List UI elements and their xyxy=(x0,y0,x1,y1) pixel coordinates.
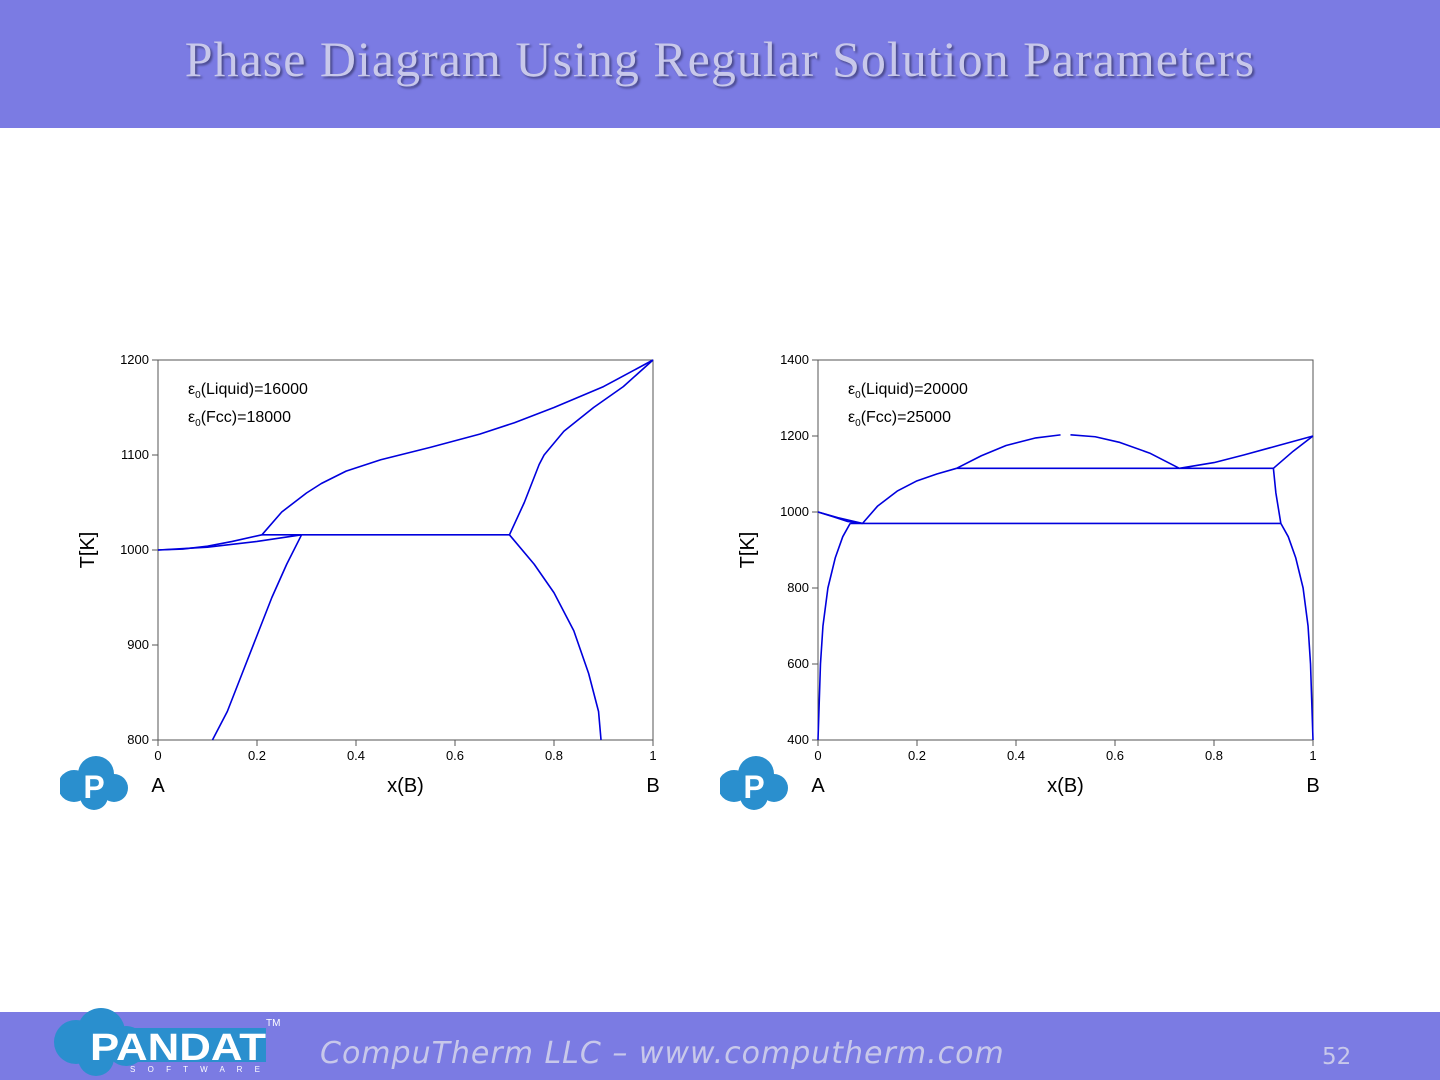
x-tick-label: 0.2 xyxy=(248,748,266,763)
endpoint-label-b: B xyxy=(1306,775,1319,797)
parameter-annotation: ε0(Liquid)=20000 xyxy=(848,381,968,401)
y-tick-label: 1400 xyxy=(780,352,809,367)
y-tick-label: 600 xyxy=(787,656,809,671)
icon-cloud-part xyxy=(740,782,768,810)
footer-text: CompuTherm LLC – www.computherm.com xyxy=(320,1036,1005,1071)
x-tick-label: 0.4 xyxy=(347,748,365,763)
y-tick-label: 1200 xyxy=(120,352,149,367)
phase-boundary-line xyxy=(817,523,851,741)
y-tick-label: 1000 xyxy=(780,504,809,519)
x-axis-label: x(B) xyxy=(387,775,424,797)
phase-boundary-line xyxy=(1280,523,1314,741)
x-axis-label: x(B) xyxy=(1047,775,1084,797)
phase-boundary-line xyxy=(1272,435,1314,469)
cloud-logo-icon xyxy=(54,1008,266,1076)
pandat-p-icon: P xyxy=(60,756,128,810)
x-tick-label: 0 xyxy=(154,748,161,763)
y-tick-label: 400 xyxy=(787,732,809,747)
x-tick-label: 0.6 xyxy=(446,748,464,763)
pandat-logo: PANDAT S O F T W A R E TM xyxy=(54,1008,280,1076)
phase-diagram-left: 800 900 1000 1100 1200 0 0.2 0.4 0.6 0.8 1 T[K] x(B)… xyxy=(60,352,660,810)
y-tick-label: 800 xyxy=(127,732,149,747)
y-tick-label: 1000 xyxy=(120,542,149,557)
y-axis-label: T[K] xyxy=(737,532,759,569)
parameter-annotation: ε0(Fcc)=25000 xyxy=(848,409,951,429)
phase-boundary-line xyxy=(817,511,863,525)
x-tick-label: 0.8 xyxy=(545,748,563,763)
phase-boundary-line xyxy=(211,534,303,741)
page-number: 52 xyxy=(1322,1044,1352,1070)
x-tick-label: 0 xyxy=(814,748,821,763)
phase-boundary-line xyxy=(157,359,654,551)
y-tick-label: 900 xyxy=(127,637,149,652)
phase-boundary-line xyxy=(1272,468,1282,524)
y-tick-label: 800 xyxy=(787,580,809,595)
slide-title: Phase Diagram Using Regular Solution Par… xyxy=(184,31,1256,87)
x-tick-label: 0.4 xyxy=(1007,748,1025,763)
parameter-annotation: ε0(Fcc)=18000 xyxy=(188,409,291,429)
x-tick-label: 0.8 xyxy=(1205,748,1223,763)
phase-boundary-line xyxy=(508,359,654,536)
y-tick-label: 1200 xyxy=(780,428,809,443)
phase-boundary-line xyxy=(508,534,602,741)
phase-diagram-right: 400 600 800 1000 1200 1400 0 0.2 0.4 0.6 0.8 1 T[K] x… xyxy=(720,352,1320,810)
logo-tm: TM xyxy=(266,1018,280,1029)
y-axis-label: T[K] xyxy=(77,532,99,569)
icon-letter: P xyxy=(743,769,764,805)
endpoint-label-a: A xyxy=(811,775,825,797)
title-banner xyxy=(0,0,1440,128)
endpoint-label-b: B xyxy=(646,775,659,797)
y-tick-label: 1100 xyxy=(121,447,149,462)
logo-sub: S O F T W A R E xyxy=(130,1065,260,1074)
x-tick-label: 0.6 xyxy=(1106,748,1124,763)
x-tick-label: 1 xyxy=(649,748,656,763)
phase-boundary-line xyxy=(1070,434,1180,470)
phase-boundary-line xyxy=(956,434,1061,470)
phase-boundary-line xyxy=(1179,435,1314,470)
icon-cloud-part xyxy=(80,782,108,810)
icon-letter: P xyxy=(83,769,104,805)
phase-boundary-line xyxy=(861,467,957,524)
x-tick-label: 1 xyxy=(1309,748,1316,763)
logo-word: PANDAT xyxy=(90,1027,266,1069)
x-tick-label: 0.2 xyxy=(908,748,926,763)
plot-frame xyxy=(817,359,1314,741)
endpoint-label-a: A xyxy=(151,775,165,797)
phase-boundary-line xyxy=(157,534,302,551)
parameter-annotation: ε0(Liquid)=16000 xyxy=(188,381,308,401)
pandat-p-icon: P xyxy=(720,756,788,810)
